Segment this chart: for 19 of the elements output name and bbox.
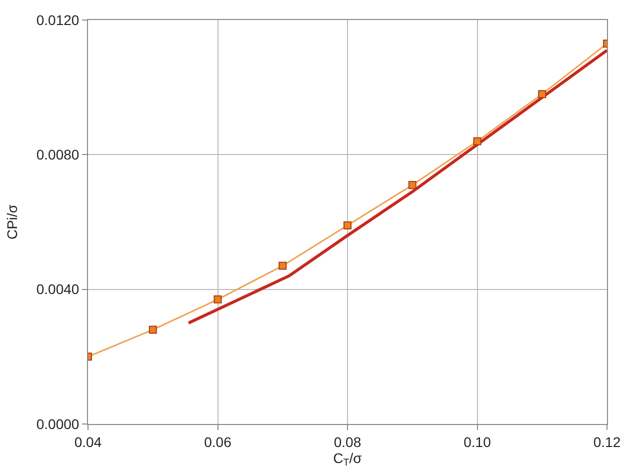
point	[214, 295, 222, 304]
line-series	[187, 48, 607, 324]
point	[408, 180, 416, 189]
x-tick-label: 0.10	[464, 434, 492, 450]
point	[148, 326, 157, 334]
point	[344, 221, 352, 230]
x-tick-label: 0.08	[334, 434, 362, 450]
x-tick-label: 0.04	[74, 434, 102, 450]
point	[278, 262, 287, 270]
x-tick-label: 0.06	[204, 434, 232, 450]
point	[538, 90, 546, 98]
y-axis-title: CPi/σ	[4, 204, 20, 240]
x-axis-title: C$_{T}$/σ	[333, 450, 362, 469]
y-tick-label: 0.0080	[36, 146, 80, 163]
y-tick-label: 0.0120	[36, 12, 80, 28]
x-tick-label: 0.12	[593, 434, 621, 450]
y-tick-label: 0.0040	[36, 281, 80, 298]
point	[473, 137, 482, 146]
y-tick-label: 0.0000	[36, 416, 80, 432]
